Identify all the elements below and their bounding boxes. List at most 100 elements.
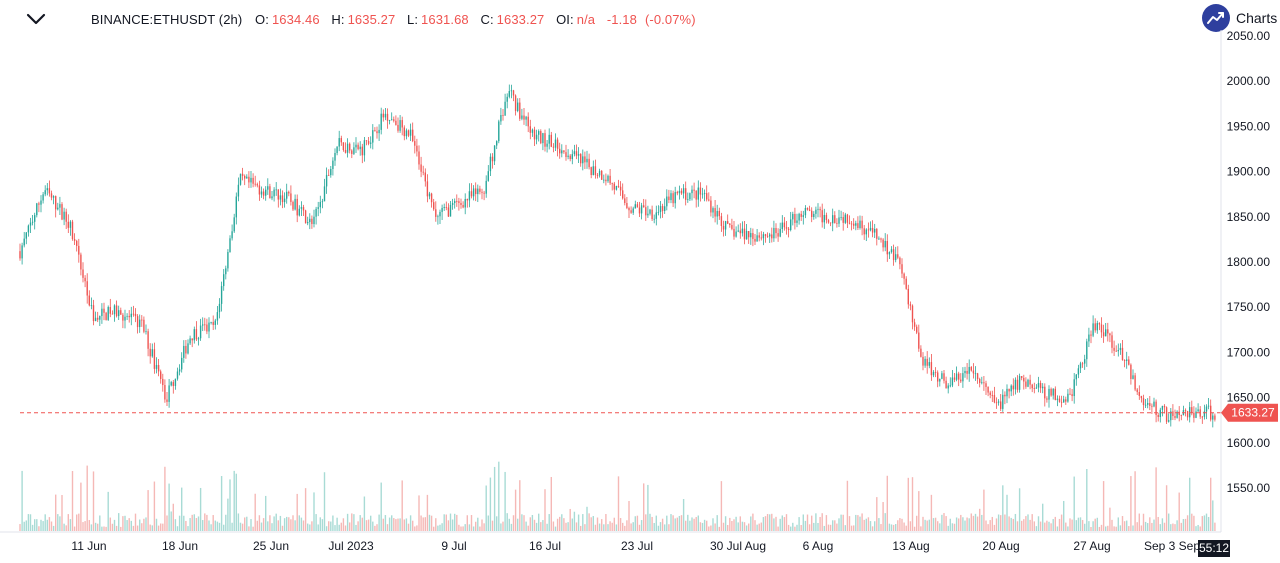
volume-bar [1138,513,1140,531]
volume-bar [19,524,21,531]
volume-bar [437,525,439,531]
volume-bar [181,487,183,531]
volume-bar [21,470,23,531]
volume-bar [355,524,357,531]
candle [834,211,836,224]
candle [674,186,676,209]
volume-bar [189,518,191,531]
volume-bar [340,522,342,531]
candle [1186,410,1189,421]
volume-bar [311,521,313,531]
volume-bar [1071,519,1073,531]
volume-bar [462,526,464,531]
volume-bar [523,515,525,531]
volume-bar [514,489,517,531]
volume-bar [617,476,620,531]
candle [254,175,256,187]
symbol-label[interactable]: BINANCE:ETHUSDT (2h) [91,12,243,27]
candle [559,142,561,159]
volume-bar [1195,526,1197,531]
candle [1090,330,1092,344]
candle [1159,407,1161,423]
candle [164,379,166,403]
candle [195,321,198,342]
volume-bar [204,513,206,531]
candle [1197,403,1199,412]
volume-bar [863,519,865,531]
volume-bar [838,518,840,531]
candle [315,206,317,225]
volume-bar [892,524,895,531]
candle [202,317,204,332]
volume-bar [500,523,502,531]
collapse-legend-button[interactable] [24,8,48,30]
volume-bar [550,476,552,531]
candle [225,265,227,280]
candle [506,93,508,109]
volume-bar [250,519,252,531]
candle [1134,372,1136,392]
candle [483,190,485,201]
candle [1012,378,1014,396]
candle [840,210,842,221]
volume-bar [351,513,353,531]
volume-bar [1155,467,1157,531]
candle [1025,377,1027,389]
price-axis-label: 1550.00 [1227,481,1271,495]
volume-bar [472,526,475,531]
volume-bar [208,520,210,531]
volume-bar [548,514,550,531]
volume-bar [928,519,930,531]
volume-bar [989,520,991,531]
volume-bar [365,520,368,531]
candle [126,313,128,321]
time-axis[interactable]: 11 Jun 18 Jun 25 Jun Jul 2023 9 Jul 16 Jul 23 … [71,539,1200,553]
volume-bar [1210,477,1212,531]
candle [405,128,408,140]
volume-bar [451,519,454,531]
volume-bar [25,520,27,531]
candle [664,198,666,214]
price-axis[interactable]: 2050.00 2000.00 1950.00 1900.00 1850.00 1800.… [1227,29,1271,495]
candle [1203,404,1206,420]
candle [401,116,403,136]
volume-bar [586,506,588,531]
volume-bar [1069,518,1071,531]
volume-bar [126,520,128,531]
candle [27,224,30,237]
candle [1000,394,1002,411]
candle [115,300,118,318]
candle [34,212,36,230]
candle [311,215,313,229]
volume-bar [720,481,723,531]
candle [65,208,67,230]
candle [101,303,103,324]
volume-bar [399,518,401,531]
candle [328,169,330,176]
candle [357,142,359,151]
candle [292,200,294,211]
brand-name: Charts [1236,10,1278,26]
volume-bar [819,516,821,531]
price-axis-label: 2000.00 [1227,74,1271,88]
candle [1168,413,1170,423]
volume-bar [1174,524,1176,531]
volume-bar [1094,518,1096,531]
volume-bar [1105,526,1107,531]
candle [710,196,712,217]
candle [132,305,135,317]
volume-bar [741,521,744,531]
volume-bar [884,513,886,531]
candle [466,198,468,208]
candle [309,213,311,230]
volume-bar [750,516,752,531]
volume-bar [733,519,735,531]
time-axis-label: 11 Jun [71,539,106,553]
volume-bar [1018,488,1021,531]
candle [1014,377,1017,395]
volume-bar [136,525,139,531]
candle [779,222,781,238]
candle [1119,343,1122,355]
candle [426,174,429,203]
